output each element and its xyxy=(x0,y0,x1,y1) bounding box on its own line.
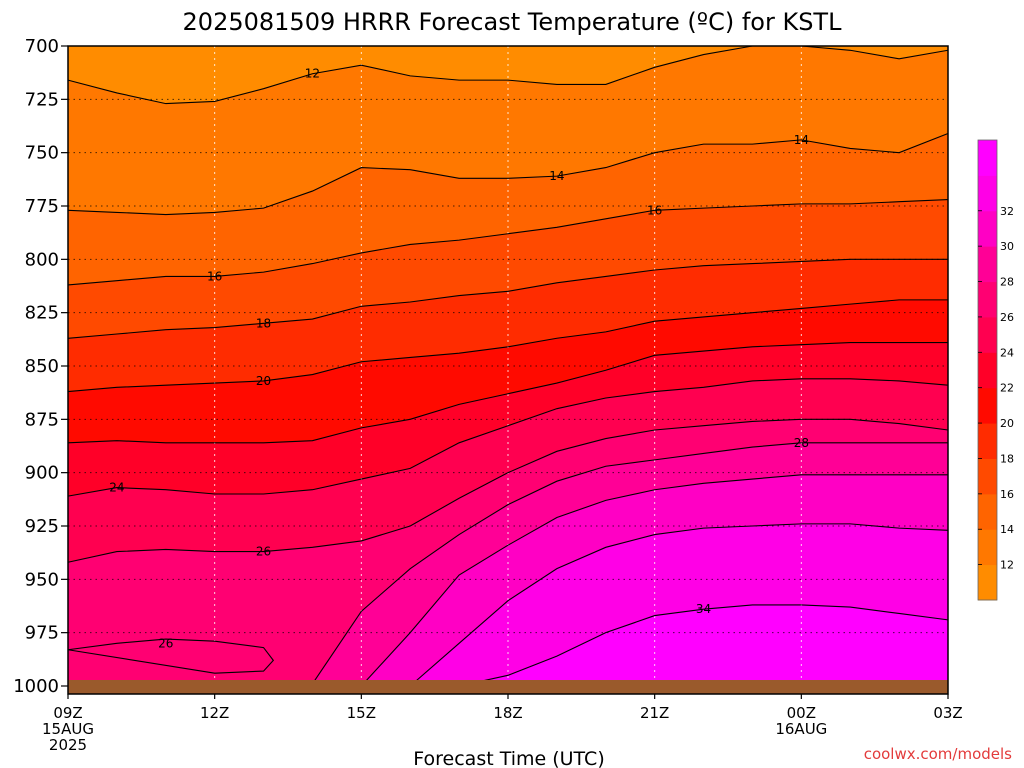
colorbar-tick-label: 20 xyxy=(1000,417,1014,430)
contour-label-18: 18 xyxy=(256,316,271,330)
colorbar-tick-label: 32 xyxy=(1000,205,1014,218)
x-tick-label: 03Z xyxy=(933,704,962,722)
y-tick-label: 900 xyxy=(25,463,59,484)
ground-fill xyxy=(68,680,948,694)
y-tick-label: 800 xyxy=(25,249,59,270)
contour-label-26: 26 xyxy=(158,636,173,650)
colorbar-swatch xyxy=(978,387,997,424)
y-axis-pressure-ticks: 700 725 750 775 800 825 850 875 900 925 950 975 1000 xyxy=(13,36,68,697)
colorbar-swatch xyxy=(978,423,997,459)
colorbar-swatch xyxy=(978,564,997,601)
contour-label-14: 14 xyxy=(549,169,564,183)
contour-label-16: 16 xyxy=(207,269,222,283)
colorbar-tick-label: 30 xyxy=(1000,240,1014,253)
colorbar: 12 14 16 18 20 22 24 26 28 30 32 xyxy=(977,139,1014,601)
credit-text: coolwx.com/models xyxy=(864,745,1012,763)
contour-line-14 xyxy=(67,132,949,216)
y-tick-label: 700 xyxy=(25,36,59,57)
contour-line-26-closed xyxy=(67,638,275,674)
contour-line-26 xyxy=(67,418,949,563)
y-tick-label: 725 xyxy=(25,89,59,110)
isotherm-labels: 12 14 14 16 16 18 20 24 26 28 34 26 xyxy=(109,67,809,651)
colorbar-tick-label: 26 xyxy=(1000,311,1014,324)
x-tick-label: 12Z xyxy=(200,704,229,722)
ground-surface xyxy=(68,680,948,694)
colorbar-swatch xyxy=(978,210,997,247)
contour-label-26: 26 xyxy=(256,545,271,559)
colorbar-tick-label: 12 xyxy=(1000,559,1014,572)
y-tick-label: 1000 xyxy=(13,676,59,697)
x-tick-label: 21Z xyxy=(640,704,669,722)
contour-label-28: 28 xyxy=(794,436,809,450)
colorbar-swatch xyxy=(978,493,997,530)
x-tick-label: 09Z xyxy=(53,704,82,722)
y-tick-label: 850 xyxy=(25,356,59,377)
x-tick-label: 15AUG xyxy=(42,720,94,738)
x-tick-label: 16AUG xyxy=(775,720,827,738)
contour-line-16 xyxy=(67,199,949,286)
y-tick-label: 825 xyxy=(25,303,59,324)
contour-line-20 xyxy=(67,299,948,393)
colorbar-tick-label: 22 xyxy=(1000,382,1014,395)
fill-band-34 xyxy=(68,604,948,686)
colorbar-tick-label: 28 xyxy=(1000,276,1014,289)
x-tick-label: 18Z xyxy=(493,704,522,722)
y-tick-label: 925 xyxy=(25,516,59,537)
colorbar-swatch xyxy=(978,458,997,495)
colorbar-swatch xyxy=(978,281,997,318)
contour-label-24: 24 xyxy=(109,481,124,495)
contour-line-24 xyxy=(67,378,949,497)
colorbar-swatch xyxy=(978,352,997,389)
colorbar-tick-label: 14 xyxy=(1000,523,1014,536)
x-tick-label: 2025 xyxy=(49,736,87,754)
x-axis-label: Forecast Time (UTC) xyxy=(413,748,604,768)
colorbar-swatch xyxy=(978,529,997,566)
colorbar-swatch xyxy=(978,246,997,283)
contour-label-16: 16 xyxy=(647,203,662,217)
y-tick-label: 950 xyxy=(25,569,59,590)
y-tick-label: 875 xyxy=(25,409,59,430)
x-tick-label: 00Z xyxy=(787,704,816,722)
contour-label-12: 12 xyxy=(305,67,320,81)
contour-label-34: 34 xyxy=(696,602,711,616)
colorbar-swatch xyxy=(978,140,997,176)
chart-title: 2025081509 HRRR Forecast Temperature (ºC… xyxy=(183,8,843,36)
contour-label-20: 20 xyxy=(256,374,271,388)
colorbar-tick-label: 18 xyxy=(1000,452,1014,465)
y-tick-label: 750 xyxy=(25,143,59,164)
y-tick-label: 975 xyxy=(25,623,59,644)
contour-label-14: 14 xyxy=(794,133,809,147)
x-tick-label: 15Z xyxy=(347,704,376,722)
colorbar-frame xyxy=(977,139,998,601)
contour-line-18 xyxy=(67,258,948,339)
isotherm-contours xyxy=(67,45,949,687)
colorbar-swatch xyxy=(978,316,997,353)
contour-line-22 xyxy=(67,341,948,444)
y-tick-label: 775 xyxy=(25,196,59,217)
colorbar-swatch xyxy=(978,175,997,212)
colorbar-tick-label: 24 xyxy=(1000,346,1014,359)
colorbar-tick-label: 16 xyxy=(1000,488,1014,501)
